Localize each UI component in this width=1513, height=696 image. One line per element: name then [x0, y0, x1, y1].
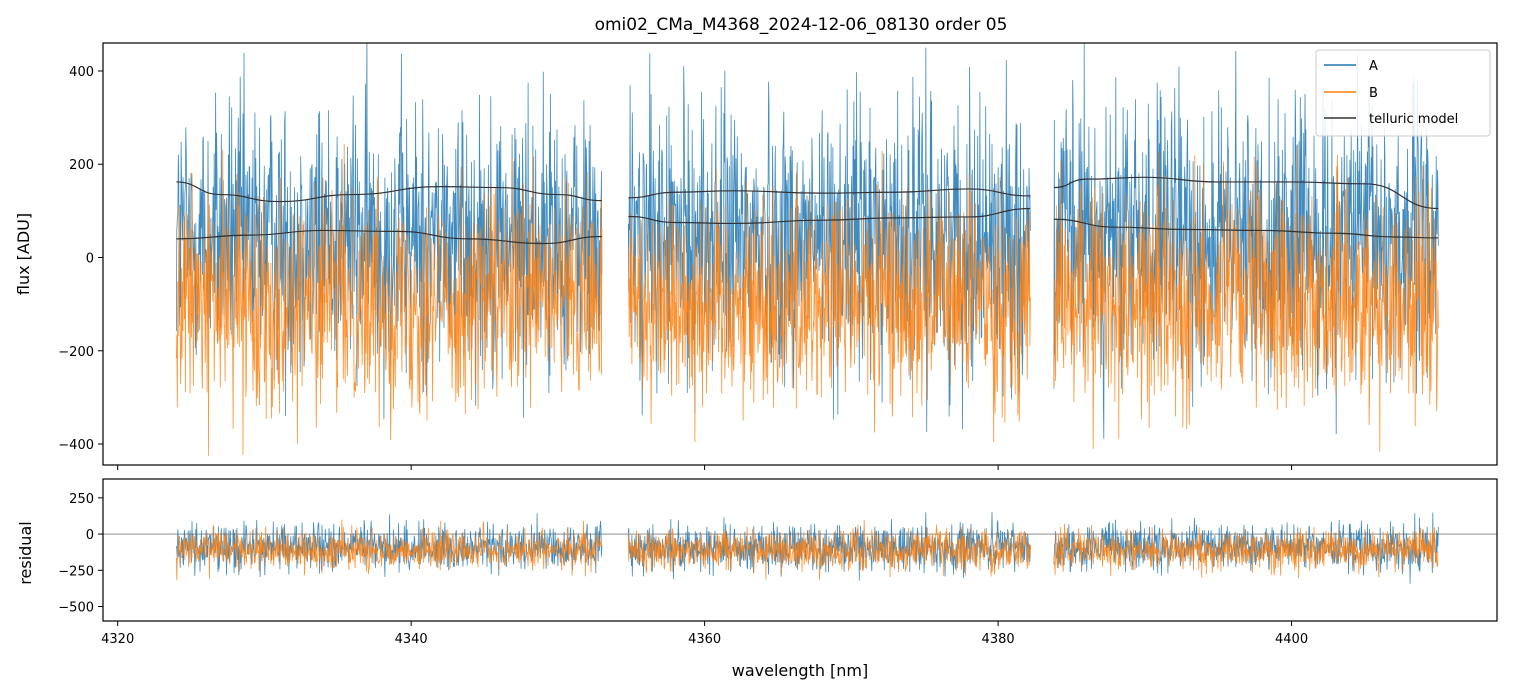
- telluric-model-curve-5: [1053, 176, 1439, 210]
- residual-axes-frame: [102, 478, 1498, 622]
- series-b-segment-2: [627, 520, 1031, 580]
- y-tick-label: 200: [69, 158, 94, 173]
- x-tick-label: 4380: [982, 632, 1015, 647]
- legend-box: [1315, 49, 1491, 137]
- y-tick-label: −200: [58, 345, 94, 360]
- x-tick-label: 4400: [1275, 632, 1308, 647]
- residual-y-axis-label: residual: [16, 521, 35, 584]
- x-tick-label: 4340: [395, 632, 428, 647]
- legend: A B telluric model: [1315, 49, 1491, 137]
- y-tick-label: −500: [58, 601, 94, 616]
- y-tick-label: 400: [69, 65, 94, 80]
- y-tick-label: −250: [58, 564, 94, 579]
- series-b-segment-3: [1053, 523, 1439, 579]
- series-b-segment-1: [176, 144, 603, 456]
- x-tick-label: 4320: [101, 632, 134, 647]
- telluric-model-curve-6: [1053, 218, 1439, 239]
- chart-title: omi02_CMa_M4368_2024-12-06_08130 order 0…: [595, 15, 1008, 35]
- flux-x-ticks: [117, 465, 1293, 470]
- series-b-segment-1: [176, 519, 602, 581]
- residual-y-ticks: 250 0 −250 −500: [58, 492, 103, 616]
- flux-axes-frame: [102, 42, 1498, 466]
- residual-panel: 250 0 −250 −500 4320 4340 4360 4380 4400 residu…: [16, 478, 1498, 647]
- legend-label-telluric: telluric model: [1369, 112, 1458, 127]
- telluric-model-curve-3: [628, 188, 1031, 199]
- legend-label-a: A: [1369, 59, 1378, 74]
- flux-y-ticks: 400 200 0 −200 −400: [58, 65, 103, 453]
- y-tick-label: −400: [58, 438, 94, 453]
- series-b-segment-2: [627, 150, 1031, 443]
- series-b-segment-3: [1053, 145, 1439, 452]
- telluric-model-curve-1: [176, 181, 602, 203]
- telluric-model-curve-4: [628, 207, 1031, 225]
- residual-x-ticks: 4320 4340 4360 4380 4400: [101, 621, 1308, 647]
- x-tick-label: 4360: [688, 632, 721, 647]
- legend-label-b: B: [1369, 86, 1378, 101]
- telluric-model-curve-2: [176, 229, 602, 245]
- flux-data-area: [176, 43, 1439, 456]
- series-a-segment-1: [176, 43, 603, 420]
- flux-y-axis-label: flux [ADU]: [14, 213, 33, 295]
- y-tick-label: 0: [86, 528, 94, 543]
- residual-data-area: [103, 511, 1497, 584]
- y-tick-label: 0: [86, 251, 94, 266]
- y-tick-label: 250: [69, 492, 94, 507]
- flux-panel: 400 200 0 −200 −400 flux [ADU] A B telluric …: [14, 42, 1498, 470]
- x-axis-label: wavelength [nm]: [732, 661, 869, 680]
- series-a-segment-3: [1053, 43, 1439, 439]
